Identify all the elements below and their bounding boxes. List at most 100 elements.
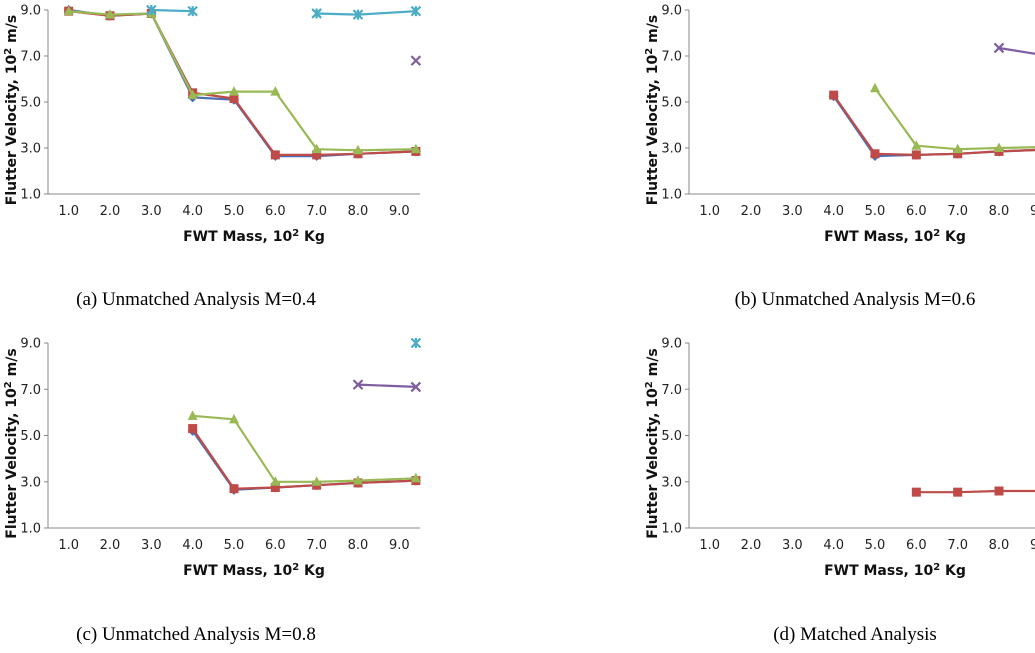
x-tick-label: 3.0 xyxy=(782,538,803,553)
x-tick-label: 3.0 xyxy=(141,204,162,219)
data-point-purple xyxy=(352,379,364,390)
data-point-purple xyxy=(410,55,422,66)
y-tick-label: 3.0 xyxy=(20,475,41,490)
series-line-cyan xyxy=(151,8,193,13)
data-point-red xyxy=(994,486,1004,496)
data-point-green xyxy=(229,413,239,424)
x-tick-label: 6.0 xyxy=(906,538,927,553)
x-tick-label: 5.0 xyxy=(865,204,886,219)
y-axis-label: Flutter Velocity, 102 m/s xyxy=(3,348,20,538)
data-point-red xyxy=(270,483,280,493)
y-tick-label: 1.0 xyxy=(20,522,41,537)
y-tick-label: 1.0 xyxy=(661,188,682,203)
data-point-green xyxy=(952,143,963,154)
x-axis-label: FWT Mass, 102 Kg xyxy=(824,562,966,579)
x-tick-label: 3.0 xyxy=(782,204,803,219)
x-tick-label: 1.0 xyxy=(58,204,79,219)
x-tick-label: 6.0 xyxy=(265,538,286,553)
data-point-red xyxy=(870,149,880,159)
data-point-red xyxy=(312,150,322,160)
x-tick-label: 9.0 xyxy=(389,204,410,219)
series-line-red xyxy=(916,489,1035,494)
x-axis-label: FWT Mass, 102 Kg xyxy=(824,228,966,245)
data-point-green xyxy=(270,86,281,96)
x-tick-label: 5.0 xyxy=(865,538,886,553)
data-point-purple xyxy=(410,381,422,393)
series-group xyxy=(828,42,1035,162)
x-tick-label: 4.0 xyxy=(823,538,844,553)
y-tick-label: 9.0 xyxy=(20,4,41,19)
data-point-red xyxy=(911,150,921,160)
series-line-purple xyxy=(357,383,416,388)
x-tick-label: 2.0 xyxy=(100,538,121,553)
y-tick-label: 5.0 xyxy=(20,96,41,111)
data-point-green xyxy=(270,476,281,486)
data-point-green xyxy=(410,143,421,154)
data-point-green xyxy=(353,144,363,155)
y-tick-label: 9.0 xyxy=(20,337,41,352)
x-tick-label: 7.0 xyxy=(306,538,327,553)
y-tick-label: 5.0 xyxy=(661,429,682,444)
x-tick-label: 3.0 xyxy=(141,538,162,553)
data-point-cyan xyxy=(410,5,422,17)
data-point-red xyxy=(953,487,963,497)
data-point-cyan xyxy=(187,5,198,17)
data-point-green xyxy=(229,86,239,96)
chart-panel-4: 1.0 3.0 5.0 7.0 9.0 1.0 2.0 3.0 4.0 5.0 6.0 7.0 8.0 9… xyxy=(644,337,1035,645)
data-point-cyan xyxy=(311,8,322,19)
x-tick-label: 2.0 xyxy=(100,204,121,219)
data-point-green xyxy=(311,143,322,154)
data-point-green xyxy=(187,410,198,420)
chart-panel-2: 1.0 3.0 5.0 7.0 9.0 1.0 2.0 3.0 4.0 5.0 6.0 7.0 8.0 9… xyxy=(644,4,1035,310)
data-point-green xyxy=(63,5,74,16)
x-axis-label: FWT Mass, 102 Kg xyxy=(183,228,325,245)
data-point-red xyxy=(911,487,921,497)
y-tick-label: 1.0 xyxy=(661,522,682,537)
y-tick-label: 9.0 xyxy=(661,337,682,352)
x-tick-label: 6.0 xyxy=(265,204,286,219)
data-point-red xyxy=(229,94,239,104)
y-axis-label: Flutter Velocity, 102 m/s xyxy=(644,348,661,538)
y-axis-label: Flutter Velocity, 102 m/s xyxy=(3,15,20,205)
x-tick-label: 9.0 xyxy=(1030,538,1035,553)
x-tick-label: 7.0 xyxy=(947,538,968,553)
y-tick-label: 3.0 xyxy=(20,142,41,157)
x-tick-label: 4.0 xyxy=(823,204,844,219)
x-tick-label: 8.0 xyxy=(348,538,369,553)
panel-caption: (c) Unmatched Analysis M=0.8 xyxy=(76,624,316,645)
x-tick-label: 1.0 xyxy=(699,204,720,219)
data-point-green xyxy=(911,140,922,150)
data-point-red xyxy=(953,149,963,159)
x-tick-label: 1.0 xyxy=(699,538,720,553)
data-point-cyan xyxy=(352,9,364,20)
series-line-green xyxy=(874,87,1035,151)
y-tick-label: 7.0 xyxy=(661,50,682,65)
y-tick-label: 9.0 xyxy=(661,4,682,19)
data-point-purple xyxy=(993,42,1005,54)
x-tick-label: 8.0 xyxy=(348,204,369,219)
x-tick-label: 9.0 xyxy=(1030,204,1035,219)
data-point-red xyxy=(229,484,239,494)
series-line-cyan xyxy=(316,10,416,16)
y-axis-label: Flutter Velocity, 102 m/s xyxy=(644,15,661,205)
x-tick-label: 7.0 xyxy=(306,204,327,219)
data-point-green xyxy=(870,82,880,93)
data-point-green xyxy=(187,89,198,100)
y-tick-label: 3.0 xyxy=(661,475,682,490)
series-group xyxy=(187,337,422,495)
series-line-blue xyxy=(68,8,416,158)
x-axis-label: FWT Mass, 102 Kg xyxy=(183,562,325,579)
chart-panel-1: 1.0 3.0 5.0 7.0 9.0 1.0 2.0 3.0 4.0 5.0 6.0 7.0 8.0 9… xyxy=(3,4,422,310)
data-point-green xyxy=(353,475,363,485)
x-tick-label: 8.0 xyxy=(989,538,1010,553)
y-tick-label: 7.0 xyxy=(20,383,41,398)
x-tick-label: 8.0 xyxy=(989,204,1010,219)
data-point-green xyxy=(311,476,322,486)
x-tick-label: 2.0 xyxy=(741,204,762,219)
series-line-red xyxy=(191,427,416,490)
panel-caption: (d) Matched Analysis xyxy=(773,624,937,645)
series-group xyxy=(63,4,422,162)
x-tick-label: 4.0 xyxy=(182,538,203,553)
y-tick-label: 3.0 xyxy=(661,142,682,157)
